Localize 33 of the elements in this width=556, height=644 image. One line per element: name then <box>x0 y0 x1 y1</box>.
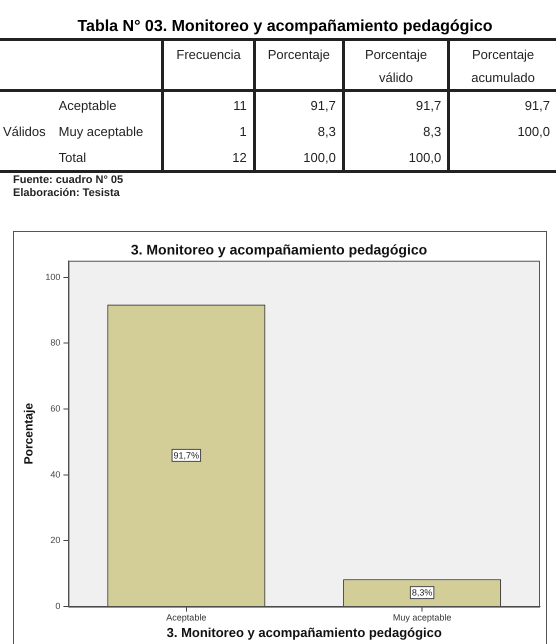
text: 8,3 <box>423 124 442 138</box>
text: 100,0 <box>303 150 336 164</box>
text: 11 <box>233 98 247 112</box>
text: 1 <box>239 124 247 138</box>
y-axis-title: Porcentaje <box>22 402 36 464</box>
source-note: Fuente: cuadro N° 05 <box>13 174 124 187</box>
text: 91,7 <box>524 98 550 112</box>
y-tick-label: 80 <box>50 338 60 348</box>
text: Elaboración: Tesista <box>13 187 121 200</box>
y-tick-label: 100 <box>45 272 60 282</box>
category-label: Porcentaje válido <box>343 40 449 90</box>
category-label: Muy aceptable <box>58 124 144 138</box>
data-label: 8,3% <box>412 588 432 598</box>
category-label: Frecuencia <box>162 40 254 90</box>
y-tick-label: 20 <box>50 535 60 546</box>
text: Válidos <box>2 122 47 140</box>
text: 100,0 <box>408 150 442 164</box>
y-tick-label: 40 <box>50 469 60 480</box>
x-axis-title: 3. Monitoreo y acompañamiento pedagógico <box>166 624 442 640</box>
chart-title: 3. Monitoreo y acompañamiento pedagógico <box>130 241 428 258</box>
y-tick-label: 0 <box>55 601 60 612</box>
text: 91,7 <box>416 98 442 112</box>
text: 12 <box>232 150 247 164</box>
text: 91,7 <box>310 98 336 112</box>
text: 8,3 <box>318 124 336 138</box>
text: Tabla N° 03. Monitoreo y acompañamiento pedagógico <box>76 17 494 37</box>
data-label: 91,7% <box>174 450 200 460</box>
category-label: Porcentaje <box>254 40 344 90</box>
category-label: Total <box>58 150 86 164</box>
y-tick-label: 60 <box>50 403 60 414</box>
category-label: Aceptable <box>58 98 116 112</box>
category-label: Porcentaje acumulado <box>448 40 556 90</box>
text: 100,0 <box>517 124 550 138</box>
